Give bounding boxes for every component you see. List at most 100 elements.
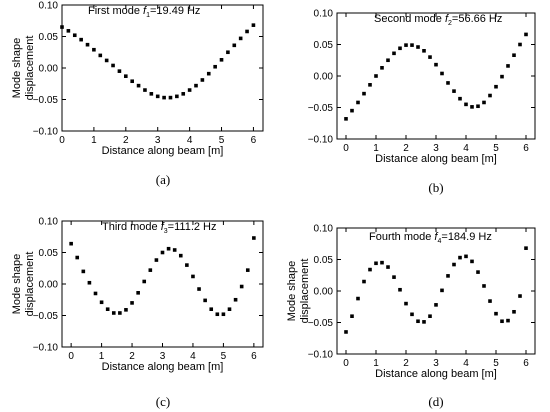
data-point bbox=[155, 94, 160, 99]
data-point bbox=[362, 91, 366, 96]
y-axis-label: Mode shapedisplacement bbox=[11, 252, 36, 317]
x-axis-label: Distance along beam [m] bbox=[375, 153, 497, 165]
data-point bbox=[142, 279, 147, 284]
plot-frame bbox=[61, 220, 264, 348]
data-point bbox=[149, 92, 154, 96]
chart-title-subscript: 3 bbox=[164, 228, 168, 235]
data-point bbox=[368, 267, 372, 272]
data-point bbox=[148, 268, 153, 272]
x-tick-label: 0 bbox=[68, 351, 74, 362]
data-point bbox=[416, 45, 420, 49]
data-point bbox=[422, 320, 426, 324]
x-tick-label: 3 bbox=[160, 351, 166, 362]
data-point bbox=[392, 51, 396, 56]
data-point bbox=[200, 78, 205, 82]
chart-title-subscript: 4 bbox=[437, 238, 441, 245]
x-tick-label: 3 bbox=[433, 358, 439, 369]
y-tick-label: 0.10 bbox=[39, 1, 59, 12]
y-axis-label: Mode shapedisplacement bbox=[11, 36, 36, 101]
data-point bbox=[117, 69, 122, 73]
chart-title: Second mode f2=56.66 Hz bbox=[374, 13, 502, 27]
y-tick-label: 0.00 bbox=[314, 287, 334, 298]
data-point bbox=[398, 46, 402, 51]
chart-panel-3: 0 1 2 3 4 5 6 −0.10 −0.05 0.00 0.05 0.10 Distance al… bbox=[11, 217, 264, 409]
chart-title-subscript: 2 bbox=[448, 20, 452, 27]
data-point bbox=[374, 74, 378, 78]
x-tick-label: 1 bbox=[91, 135, 97, 146]
data-point bbox=[245, 29, 249, 34]
data-point bbox=[458, 255, 462, 260]
data-point bbox=[79, 37, 83, 42]
data-point bbox=[380, 66, 384, 70]
x-tick-label: 2 bbox=[403, 143, 409, 154]
data-point bbox=[440, 288, 444, 293]
data-point bbox=[181, 92, 186, 96]
data-point bbox=[168, 95, 173, 100]
data-point bbox=[69, 241, 73, 246]
data-point bbox=[143, 88, 147, 92]
data-point bbox=[410, 312, 414, 317]
data-point bbox=[87, 280, 92, 285]
y-tick-label: 0.05 bbox=[39, 248, 59, 259]
y-tick-label: −0.10 bbox=[308, 135, 334, 146]
y-tick-label: 0.05 bbox=[314, 255, 334, 266]
data-point bbox=[404, 43, 408, 47]
data-point bbox=[386, 58, 390, 63]
data-point bbox=[464, 102, 468, 107]
panel-caption: (a) bbox=[156, 172, 170, 187]
chart-title-rest: =111.2 Hz bbox=[168, 221, 217, 233]
data-point bbox=[350, 314, 354, 318]
data-point bbox=[416, 319, 420, 324]
data-point bbox=[518, 42, 522, 47]
chart-title: Fourth mode f4=184.9 Hz bbox=[369, 231, 492, 245]
data-point bbox=[512, 53, 516, 58]
data-point bbox=[238, 36, 243, 41]
data-point bbox=[494, 311, 498, 316]
x-tick-label: 0 bbox=[343, 143, 349, 154]
y-axis-label-line2: displacement bbox=[299, 259, 311, 324]
chart-panel-2: 0 1 2 3 4 5 6 −0.10 −0.05 0.00 0.05 0.10 Distance al… bbox=[308, 9, 536, 195]
data-point bbox=[111, 63, 115, 68]
data-point bbox=[404, 301, 408, 306]
data-point bbox=[476, 270, 480, 274]
x-tick-label: 6 bbox=[523, 358, 529, 369]
y-tick-label: 0.05 bbox=[314, 40, 334, 51]
x-tick-label: 6 bbox=[251, 135, 257, 146]
chart-title: First mode f1=19.49 Hz bbox=[88, 5, 200, 19]
data-point bbox=[506, 318, 510, 323]
x-tick-label: 1 bbox=[99, 351, 105, 362]
data-point bbox=[422, 49, 426, 53]
data-point bbox=[99, 300, 104, 305]
data-point bbox=[66, 29, 71, 33]
data-point bbox=[209, 307, 214, 311]
data-point bbox=[245, 268, 250, 272]
data-point bbox=[154, 258, 159, 262]
data-point bbox=[60, 25, 64, 29]
x-tick-label: 3 bbox=[433, 143, 439, 154]
y-tick-label: −0.05 bbox=[33, 95, 59, 106]
data-point bbox=[187, 88, 192, 92]
data-point bbox=[494, 84, 498, 89]
data-point bbox=[434, 303, 438, 307]
data-point bbox=[81, 269, 86, 274]
data-point bbox=[440, 71, 444, 76]
data-point bbox=[386, 265, 390, 269]
chart-title-symbol: f bbox=[143, 5, 147, 17]
data-point bbox=[428, 55, 432, 59]
data-point bbox=[206, 71, 211, 76]
data-point bbox=[524, 32, 528, 37]
x-tick-label: 4 bbox=[190, 351, 196, 362]
data-point bbox=[130, 301, 134, 305]
data-point bbox=[512, 309, 516, 314]
data-point bbox=[368, 83, 372, 87]
data-point bbox=[380, 260, 384, 265]
x-axis-label: Distance along beam [m] bbox=[102, 145, 224, 157]
data-point bbox=[232, 43, 237, 48]
data-point bbox=[344, 117, 348, 121]
panel-caption: (d) bbox=[428, 394, 443, 409]
data-point bbox=[172, 248, 177, 252]
data-point bbox=[130, 79, 134, 84]
y-tick-label: 0.10 bbox=[39, 217, 59, 228]
data-point bbox=[221, 312, 226, 317]
x-tick-label: 5 bbox=[221, 351, 227, 362]
